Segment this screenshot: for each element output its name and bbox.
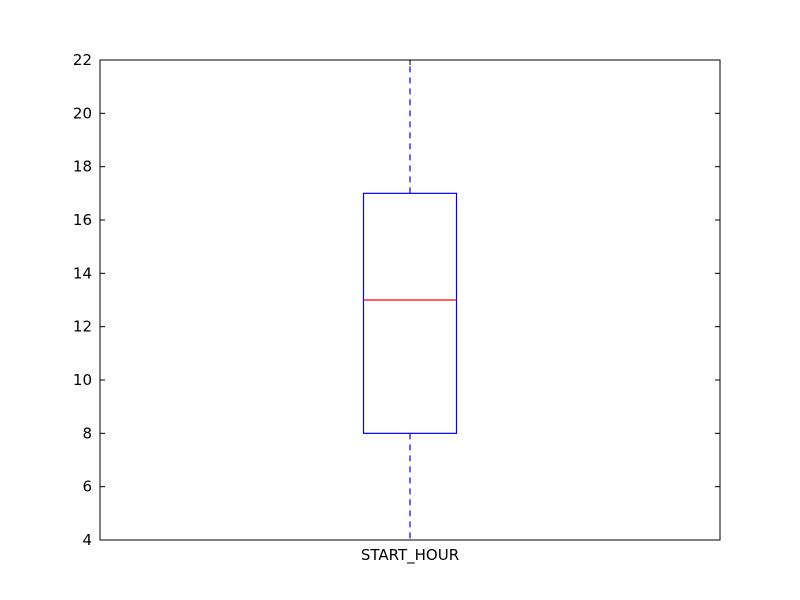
x-axis-categories: START_HOUR: [361, 546, 459, 565]
y-tick-label: 8: [82, 424, 92, 442]
y-tick-label: 14: [73, 264, 92, 282]
plot-frame: [99, 59, 721, 541]
y-tick-label: 4: [82, 531, 92, 549]
y-tick-label: 20: [73, 104, 92, 122]
y-tick-label: 22: [73, 51, 92, 69]
y-tick-label: 6: [82, 478, 92, 496]
box-iqr: [362, 192, 458, 434]
x-category-label: START_HOUR: [361, 546, 459, 565]
y-tick-label: 10: [73, 371, 92, 389]
y-tick-label: 12: [73, 318, 92, 336]
y-tick-label: 18: [73, 158, 92, 176]
y-tick-label: 16: [73, 211, 92, 229]
y-axis-ticks: 4 6 8 10 12 14 16 18 20 22: [73, 51, 720, 549]
